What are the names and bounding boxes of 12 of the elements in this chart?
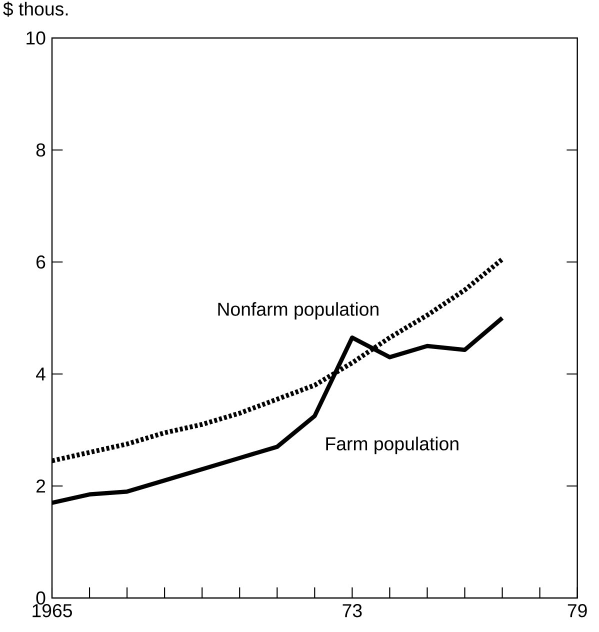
y-tick-label: 2 [36, 479, 46, 493]
series-label: Nonfarm population [218, 302, 378, 320]
y-tick-label: 4 [36, 368, 46, 380]
y-axis-title: $ thous. [3, 2, 68, 17]
series-label: Farm population [326, 436, 458, 454]
x-tick-label: 73 [342, 604, 362, 618]
y-tick-label: 0 [36, 591, 46, 605]
x-tick-label: 79 [568, 604, 587, 618]
y-tick-label: 6 [36, 255, 46, 269]
y-tick-label: 10 [26, 31, 46, 45]
y-tick-label: 8 [36, 143, 46, 157]
x-tick-label: 1965 [32, 604, 72, 618]
